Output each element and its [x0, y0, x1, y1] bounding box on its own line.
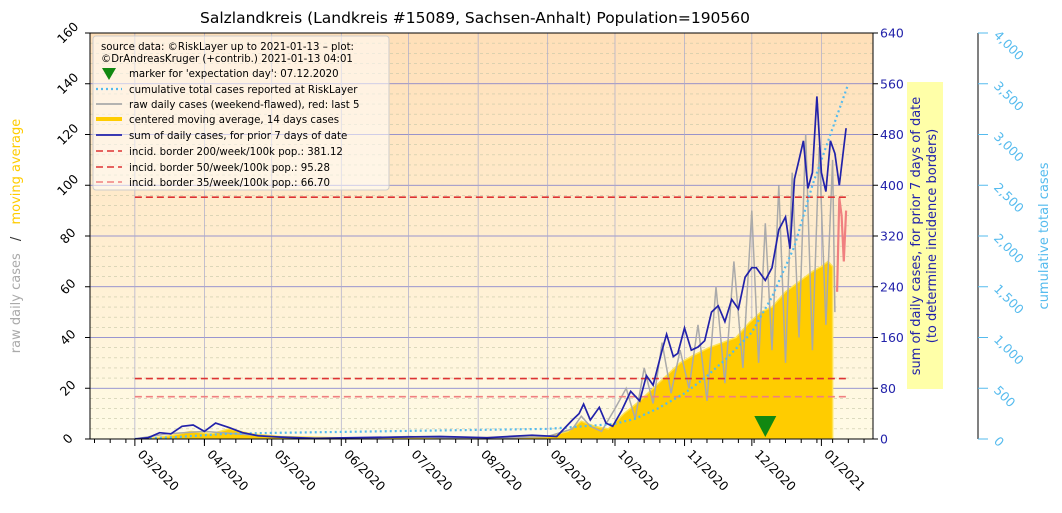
- right1-tick-label: 240: [880, 279, 904, 294]
- svg-text:raw daily cases /: raw daily cases / moving average: [9, 119, 24, 353]
- x-tick-label: 03/2020: [135, 447, 182, 494]
- right1-tick-label: 480: [880, 127, 904, 142]
- right-axis-seven-day-ticks: 0 80 160 240 320 400 480 560 640: [873, 26, 904, 447]
- right-axis-label-highlight: [907, 82, 943, 389]
- legend-cumulative-label: cumulative total cases reported at RiskL…: [129, 85, 358, 96]
- left-tick-label: 40: [57, 326, 79, 348]
- x-axis-ticks: 03/2020 04/2020 05/2020 06/2020 07/2020 08/20…: [93, 439, 869, 494]
- right2-tick-label: 2,500: [991, 180, 1027, 216]
- right1-tick-label: 160: [880, 330, 904, 345]
- x-tick-label: 07/2020: [408, 447, 455, 494]
- x-tick-label: 01/2021: [821, 447, 868, 494]
- left-tick-label: 60: [57, 275, 79, 297]
- legend-b50-label: incid. border 50/week/100k pop.: 95.28: [129, 163, 330, 174]
- right2-tick-label: 3,000: [991, 129, 1027, 165]
- left-axis-label-slash: /: [9, 236, 24, 241]
- right2-tick-label: 1,000: [991, 332, 1027, 368]
- right-axis-label-line2: (to determine incidence borders): [925, 129, 940, 344]
- legend-b35-label: incid. border 35/week/100k pop.: 66.70: [129, 178, 330, 189]
- expectation-day-marker: [754, 416, 777, 437]
- right2-tick-label: 4,000: [991, 27, 1027, 63]
- legend-avg-label: centered moving average, 14 days cases: [129, 115, 339, 126]
- x-tick-label: 05/2020: [272, 447, 319, 494]
- legend-raw-label: raw daily cases (weekend-flawed), red: l…: [129, 100, 360, 111]
- x-tick-label: 11/2020: [684, 447, 731, 494]
- left-axis-ticks: 0 20 40 60 80 100 120 140 160: [54, 19, 90, 447]
- left-tick-label: 0: [60, 430, 76, 446]
- x-tick-label: 09/2020: [548, 447, 595, 494]
- right2-tick-label: 2,000: [991, 230, 1027, 266]
- raw-daily-cases-line: [134, 134, 836, 439]
- right1-tick-label: 400: [880, 178, 904, 193]
- legend-sum7-label: sum of daily cases, for prior 7 days of …: [129, 131, 347, 142]
- left-axis-label: raw daily cases / moving average: [9, 119, 24, 353]
- right-axis-cumulative-ticks: 0 500 1,000 1,500 2,000 2,500 3,000 3,500 4,000: [978, 27, 1027, 450]
- left-tick-label: 20: [57, 377, 79, 399]
- right1-tick-label: 0: [880, 432, 888, 447]
- legend: source data: ©RiskLayer up to 2021-01-13…: [92, 35, 390, 191]
- right-axis-label-line1: sum of daily cases, for prior 7 days of …: [909, 97, 924, 376]
- x-tick-label: 08/2020: [478, 447, 525, 494]
- right1-tick-label: 320: [880, 229, 904, 244]
- right2-tick-label: 500: [991, 383, 1019, 411]
- legend-marker-symbol: [102, 68, 116, 80]
- legend-box: [92, 35, 390, 191]
- left-axis-label-avg: moving average: [9, 119, 24, 225]
- cumulative-axis-label: cumulative total cases: [1037, 162, 1052, 309]
- right2-tick-label: 1,500: [991, 281, 1027, 317]
- x-tick-label: 10/2020: [615, 447, 662, 494]
- plot-content: [134, 83, 850, 439]
- x-tick-label: 06/2020: [341, 447, 388, 494]
- raw-daily-cases-last-five-line: [836, 197, 848, 292]
- legend-source-line2: ©DrAndreasKruger (+contrib.) 2021-01-13 …: [101, 54, 353, 65]
- legend-source-line1: source data: ©RiskLayer up to 2021-01-13…: [101, 42, 354, 53]
- x-tick-label: 04/2020: [204, 447, 251, 494]
- right1-tick-label: 560: [880, 76, 904, 91]
- left-axis-label-raw: raw daily cases: [9, 253, 24, 353]
- left-tick-label: 100: [54, 171, 82, 199]
- x-tick-label: 12/2020: [752, 447, 799, 494]
- left-tick-label: 140: [54, 70, 82, 98]
- legend-b200-label: incid. border 200/week/100k pop.: 381.12: [129, 147, 343, 158]
- right2-tick-label: 3,500: [991, 78, 1027, 114]
- seven-day-sum-line: [134, 96, 847, 439]
- right2-tick-label: 0: [991, 433, 1007, 449]
- left-tick-label: 120: [54, 120, 82, 148]
- legend-marker-label: marker for 'expectation day': 07.12.2020: [129, 69, 339, 80]
- left-tick-label: 80: [57, 225, 79, 247]
- left-tick-label: 160: [54, 19, 82, 47]
- chart-title: Salzlandkreis (Landkreis #15089, Sachsen…: [200, 9, 750, 27]
- right1-tick-label: 80: [880, 381, 896, 396]
- right1-tick-label: 640: [880, 26, 904, 41]
- cumulative-total-line: [134, 83, 850, 439]
